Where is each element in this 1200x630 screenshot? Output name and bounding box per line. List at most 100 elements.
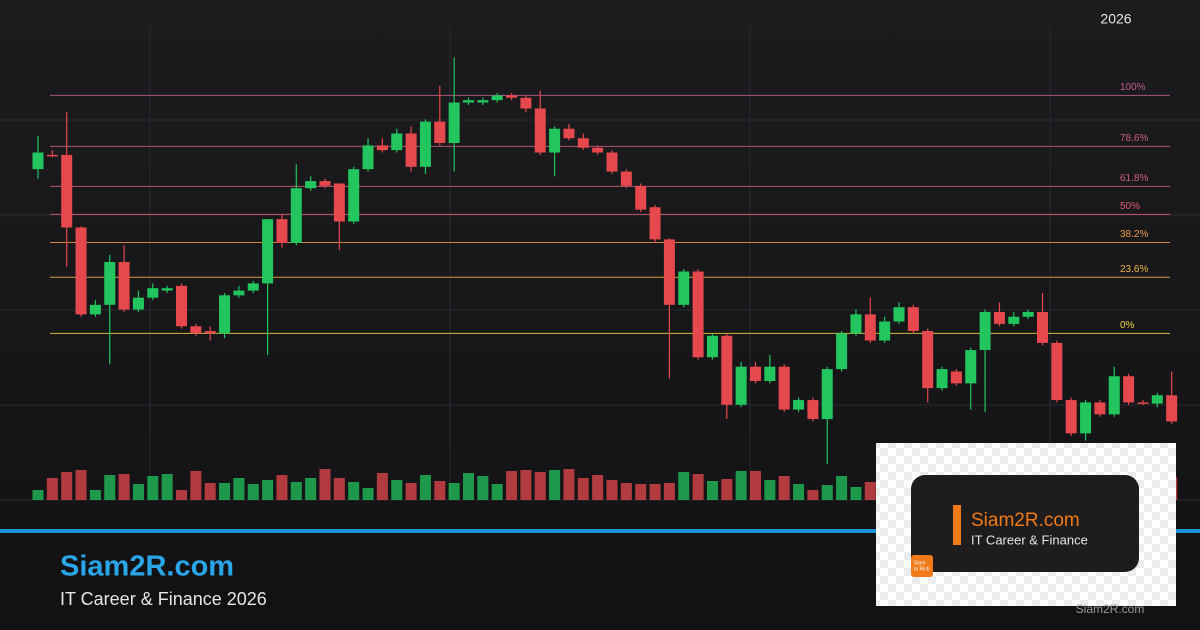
volume-bar	[463, 473, 474, 500]
card-panel	[911, 475, 1139, 572]
candle-body	[219, 295, 231, 334]
candle-body	[577, 138, 589, 148]
card-tagline: IT Career & Finance	[971, 532, 1088, 547]
footer-brand: Siam2R.com	[60, 551, 234, 583]
candle-body	[879, 321, 891, 341]
volume-bar	[276, 475, 288, 500]
volume-bar	[61, 472, 73, 500]
card-watermark: Siam2R.com	[1076, 602, 1145, 616]
candle-body	[635, 185, 647, 210]
fib-level-label: 50%	[1120, 201, 1140, 212]
volume-bar	[735, 471, 747, 500]
card-logo	[911, 555, 933, 577]
candle-body	[549, 128, 561, 153]
candle-body	[1094, 402, 1106, 415]
volume-bar	[477, 476, 489, 500]
volume-bar	[75, 470, 87, 500]
candle-body	[993, 311, 1005, 324]
candle-body	[850, 314, 862, 334]
candle-body	[262, 219, 274, 284]
candle-body	[750, 366, 761, 381]
volume-bar	[89, 490, 101, 500]
volume-bar	[592, 475, 604, 500]
candle-body	[706, 335, 718, 358]
candle-body	[75, 227, 87, 315]
candle-body	[1065, 400, 1077, 434]
card-brand: Siam2R.com	[971, 510, 1080, 531]
candle-body	[305, 181, 317, 189]
fib-level-label: 61.8%	[1120, 173, 1148, 184]
card-accent	[953, 505, 961, 545]
volume-bar	[864, 482, 876, 500]
candle-body	[1051, 342, 1063, 401]
candle-body	[276, 219, 288, 243]
candle-body	[950, 371, 962, 384]
candle-body	[1151, 395, 1163, 404]
volume-bar	[793, 484, 805, 500]
candle-body	[247, 283, 259, 291]
volume-bar	[118, 474, 130, 500]
candle-body	[348, 169, 360, 222]
candle-body	[477, 100, 489, 103]
candle-body	[649, 207, 661, 240]
volume-bar	[620, 483, 632, 500]
volume-bar	[764, 480, 776, 500]
volume-bar	[434, 481, 446, 500]
candle-body	[836, 333, 848, 370]
candle-body	[405, 133, 417, 167]
candle-body	[936, 369, 948, 389]
volume-bar	[104, 475, 116, 500]
candle-body	[1137, 402, 1149, 404]
candle-body	[592, 147, 604, 153]
card-logo-text: Siam	[914, 560, 925, 566]
candle-body	[61, 154, 73, 228]
volume-bar	[750, 471, 761, 500]
year-label: 2026	[1100, 11, 1131, 27]
candle-body	[735, 366, 747, 405]
candle-body	[89, 304, 101, 315]
candle-body	[534, 108, 546, 153]
candle-body	[104, 262, 116, 305]
volume-bar	[807, 490, 819, 500]
candle-body	[1123, 376, 1135, 403]
volume-bar	[305, 478, 317, 500]
volume-bar	[32, 490, 44, 500]
volume-bar	[520, 470, 532, 500]
brand-card: Siam2R.com IT Career & Finance Siam to R…	[876, 443, 1176, 616]
candle-body	[491, 95, 503, 101]
volume-bar	[405, 483, 417, 500]
candle-body	[1008, 316, 1020, 324]
volume-bar	[46, 478, 58, 500]
candle-body	[147, 288, 159, 298]
card-logo-text: to Rich	[914, 566, 930, 572]
candle-body	[1080, 402, 1092, 434]
volume-bar	[190, 471, 202, 500]
candle-body	[1108, 376, 1120, 415]
candle-body	[506, 95, 518, 98]
volume-bar	[362, 488, 374, 500]
candle-body	[520, 97, 532, 109]
volume-bar	[534, 472, 546, 500]
volume-bar	[577, 478, 589, 500]
candle-body	[965, 350, 977, 384]
candle-body	[376, 145, 388, 151]
volume-bar	[678, 472, 690, 500]
volume-bar	[549, 470, 561, 500]
volume-bar	[262, 480, 274, 500]
candle-body	[32, 152, 44, 170]
fib-level-label: 100%	[1120, 82, 1146, 93]
candle-body	[807, 400, 819, 420]
volume-bar	[448, 483, 460, 500]
volume-bar	[233, 478, 245, 500]
candle-body	[1022, 311, 1034, 317]
volume-bar	[176, 490, 187, 500]
candle-body	[620, 171, 632, 186]
volume-bar	[721, 479, 733, 500]
volume-bar	[247, 484, 259, 500]
volume-bar	[391, 480, 403, 500]
candle-body	[233, 290, 245, 296]
volume-bar	[491, 484, 503, 500]
candle-body	[46, 154, 58, 157]
